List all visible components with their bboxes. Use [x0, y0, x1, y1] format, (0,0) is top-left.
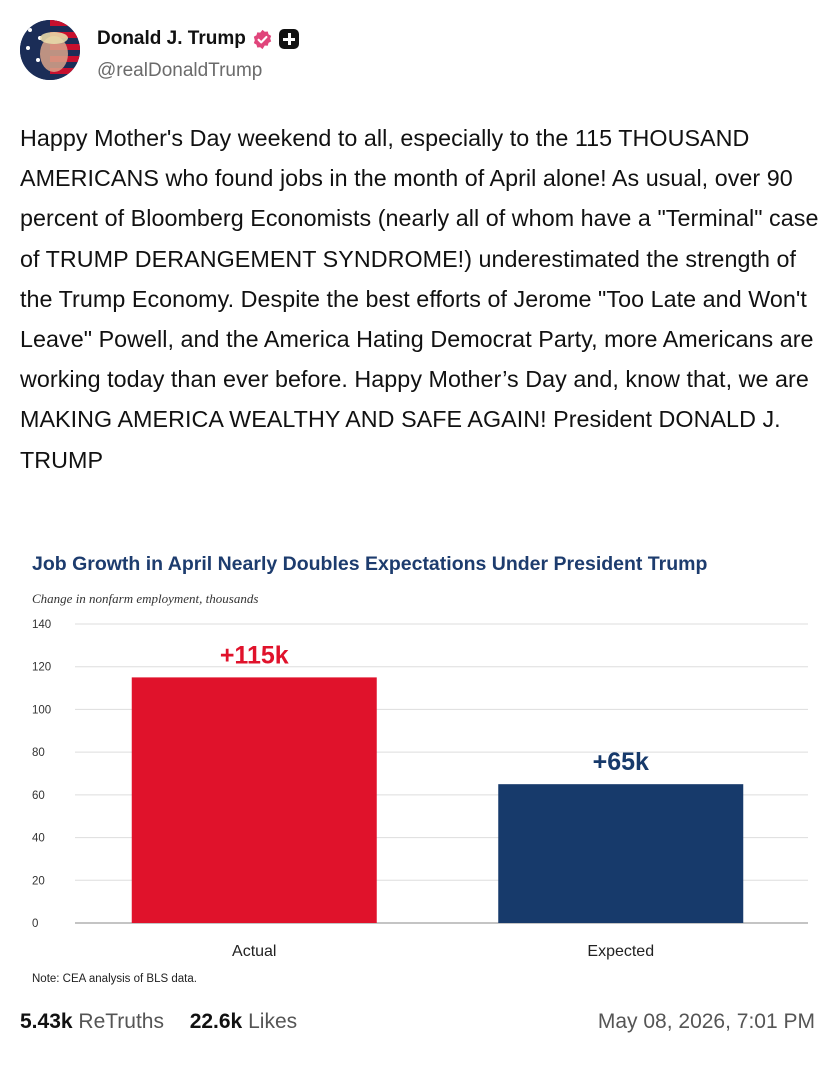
post-body: Happy Mother's Day weekend to all, espec… — [20, 125, 819, 473]
bar-actual — [131, 677, 377, 923]
chart-subtitle: Change in nonfarm employment, thousands — [32, 591, 258, 606]
chart: Job Growth in April Nearly Doubles Expec… — [20, 540, 820, 1000]
y-tick-label: 120 — [32, 662, 51, 674]
x-tick-label: Expected — [587, 943, 654, 960]
chart-note: Note: CEA analysis of BLS data. — [32, 973, 197, 985]
y-tick-label: 0 — [32, 918, 38, 930]
truth-plus-icon — [278, 29, 299, 49]
likes-count[interactable]: 22.6k — [189, 1010, 243, 1033]
y-tick-label: 80 — [32, 747, 45, 759]
x-tick-label: Actual — [232, 943, 276, 960]
post-header: Donald J. Trump @realDonaldTrump — [20, 20, 820, 82]
data-label-actual: +115k — [220, 641, 289, 669]
post-timestamp[interactable]: May 08, 2026, 7:01 PM — [597, 1010, 815, 1033]
author-handle[interactable]: @realDonaldTrump — [97, 60, 263, 81]
data-label-expected: +65k — [593, 748, 649, 776]
y-tick-label: 60 — [32, 790, 45, 802]
y-tick-label: 100 — [32, 704, 51, 716]
bar-expected — [498, 784, 744, 923]
avatar[interactable] — [20, 20, 80, 80]
retruths-label[interactable]: ReTruths — [78, 1010, 164, 1033]
post-footer: 5.43k ReTruths 22.6k Likes May 08, 2026,… — [20, 1006, 820, 1040]
y-tick-label: 40 — [32, 833, 45, 845]
likes-label[interactable]: Likes — [248, 1010, 298, 1033]
author-name[interactable]: Donald J. Trump — [97, 28, 246, 49]
retruths-count[interactable]: 5.43k — [20, 1010, 73, 1033]
y-tick-label: 20 — [32, 875, 45, 887]
verified-badge-icon — [253, 29, 272, 49]
bar-chart: Job Growth in April Nearly Doubles Expec… — [32, 553, 808, 985]
y-tick-label: 140 — [32, 619, 51, 631]
chart-title: Job Growth in April Nearly Doubles Expec… — [32, 553, 707, 575]
